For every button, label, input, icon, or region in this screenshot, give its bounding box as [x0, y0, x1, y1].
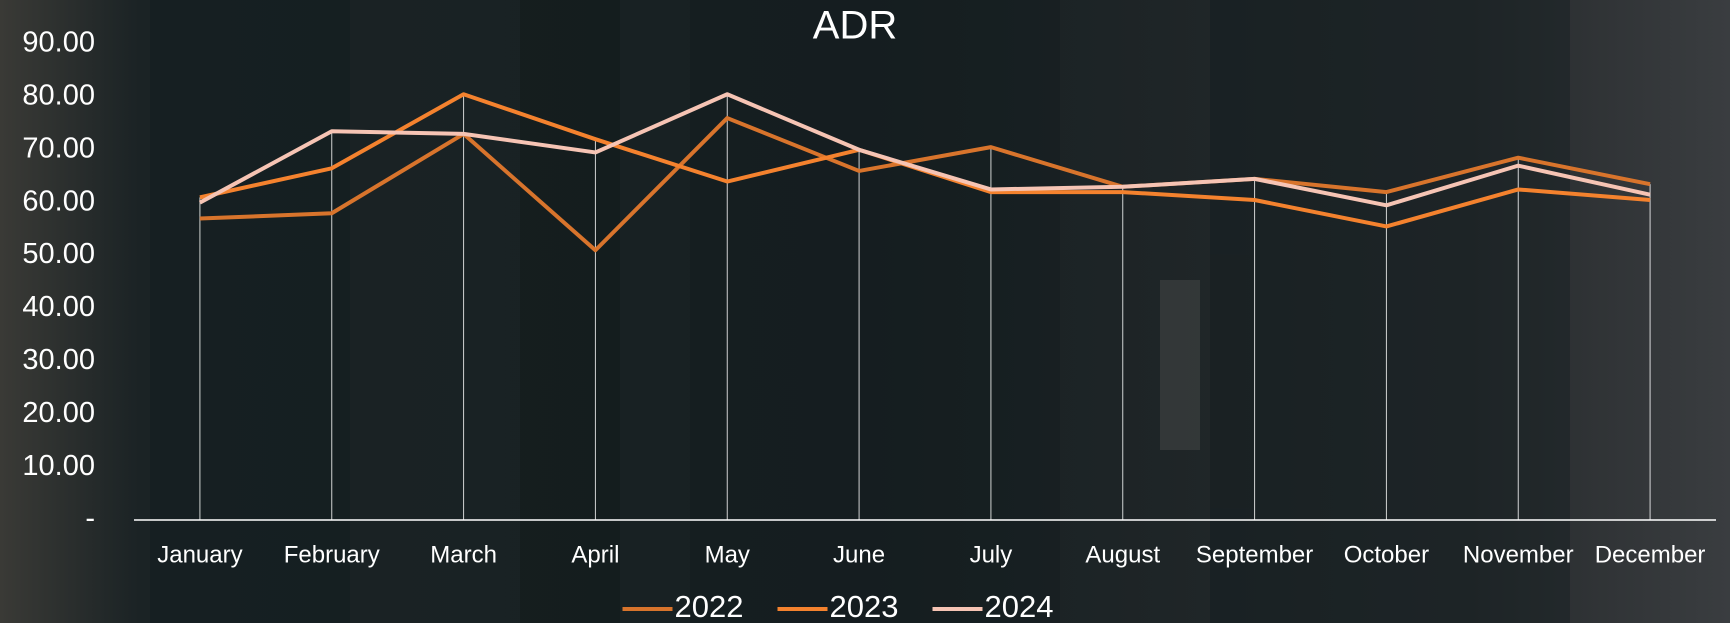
y-tick-label: 30.00	[22, 344, 95, 376]
x-tick-label: July	[970, 541, 1013, 568]
x-tick-label: November	[1463, 541, 1574, 568]
x-tick-label: June	[833, 541, 885, 568]
x-tick-label: December	[1595, 541, 1706, 568]
chart-title: ADR	[813, 4, 897, 48]
y-tick-label: 40.00	[22, 291, 95, 323]
x-tick-label: October	[1344, 541, 1429, 568]
y-tick-label: 90.00	[22, 27, 95, 59]
x-tick-label: May	[705, 541, 750, 568]
x-tick-label: September	[1196, 541, 1313, 568]
x-tick-label: January	[157, 541, 242, 568]
x-tick-label: March	[430, 541, 497, 568]
y-tick-label: 20.00	[22, 397, 95, 429]
y-tick-label: 70.00	[22, 132, 95, 164]
x-tick-label: February	[284, 541, 380, 568]
y-tick-label: -	[85, 503, 95, 535]
x-tick-label: April	[571, 541, 619, 568]
legend-label: 2024	[985, 589, 1054, 623]
y-tick-label: 50.00	[22, 238, 95, 270]
legend-label: 2023	[830, 589, 899, 623]
x-tick-label: August	[1085, 541, 1160, 568]
series-line	[199, 116, 1651, 253]
y-tick-label: 80.00	[22, 80, 95, 112]
legend-label: 2022	[675, 589, 744, 623]
y-tick-label: 60.00	[22, 185, 95, 217]
background-buildings	[150, 0, 1570, 623]
y-tick-label: 10.00	[22, 450, 95, 482]
series-line	[198, 92, 1651, 208]
